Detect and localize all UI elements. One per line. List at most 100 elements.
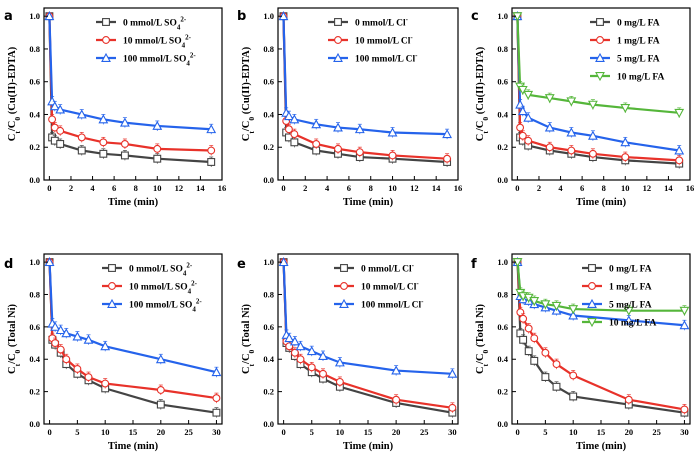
x-tick-label: 8: [134, 183, 138, 193]
panel-f: f 0 5 10 15 20 25 30 0.0 0.2 0.4 0.6 0.8 1.0 Time (min…: [471, 253, 691, 452]
y-tick-label: 0.6: [497, 77, 508, 87]
legend-marker: [102, 36, 110, 44]
x-tick-label: 10: [569, 427, 578, 437]
data-point: [530, 334, 539, 343]
legend-label: 0 mmol/L Cl-: [361, 262, 415, 275]
data-point: [552, 382, 561, 391]
x-tick-label: 8: [369, 183, 373, 193]
data-point: [541, 348, 550, 357]
data-point: [206, 124, 217, 134]
data-point: [443, 154, 452, 163]
legend-marker: [595, 72, 605, 82]
data-point: [155, 354, 166, 364]
legend-marker: [595, 52, 605, 62]
legend: 0 mmol/L Cl- 10 mmol/L Cl- 100 mmol/L Cl-: [334, 262, 424, 311]
series-line-3: [516, 16, 680, 114]
x-tick-label: 20: [157, 427, 166, 437]
data-point: [519, 314, 528, 323]
legend-marker: [108, 282, 116, 290]
data-point: [72, 331, 83, 341]
legend-marker: [339, 298, 349, 308]
legend-label: 100 mmol/L SO42-: [129, 298, 202, 314]
data-point: [552, 360, 561, 369]
y-tick-label: 0.4: [497, 354, 508, 364]
data-point: [290, 138, 299, 147]
data-point: [211, 367, 222, 377]
data-point: [529, 297, 540, 307]
x-tick-label: 30: [680, 427, 689, 437]
y-tick-label: 0.4: [497, 109, 508, 119]
data-point: [289, 336, 300, 346]
data-point: [76, 109, 87, 119]
x-tick-label: 14: [432, 183, 441, 193]
data-point: [334, 144, 342, 153]
data-point: [516, 308, 525, 317]
legend: 0 mmol/L Cl- 10 mmol/L Cl- 100 mmol/L Cl-: [328, 16, 418, 65]
legend-label: 5 mg/L FA: [609, 301, 652, 311]
y-tick-label: 1.0: [263, 11, 274, 21]
plot-frame: [511, 253, 691, 425]
x-tick-label: 10: [153, 183, 162, 193]
x-tick-label: 20: [625, 427, 634, 437]
data-point: [392, 395, 401, 404]
y-tick-label: 0.4: [29, 354, 40, 364]
data-point: [387, 127, 398, 137]
data-point: [568, 310, 579, 320]
data-point: [120, 140, 129, 148]
legend-marker: [334, 36, 342, 44]
legend-marker: [596, 36, 604, 44]
panel-c: c 0 2 4 6 8 10 12 14 16 0.0 0.2 0.4 0.6 0.8 1.0 Time (mi…: [471, 7, 694, 208]
y-tick-label: 0.0: [29, 175, 40, 185]
y-tick-label: 0.0: [29, 419, 40, 429]
y-tick-label: 0.6: [29, 77, 40, 87]
data-point: [156, 400, 165, 409]
x-tick-label: 0: [515, 427, 519, 437]
data-point: [50, 321, 61, 331]
legend-label: 100 mmol/L Cl-: [355, 52, 418, 65]
plot-frame: [511, 7, 691, 181]
data-point: [516, 123, 525, 132]
data-point: [152, 120, 163, 130]
data-point: [448, 403, 457, 412]
data-point: [319, 369, 327, 378]
x-tick-label: 6: [347, 183, 351, 193]
y-tick-label: 0.2: [29, 142, 40, 152]
data-point: [569, 392, 578, 401]
legend-label: 1 mg/L FA: [617, 37, 660, 47]
x-axis-title: Time (min): [576, 441, 627, 452]
x-tick-label: 5: [310, 427, 314, 437]
y-tick-label: 0.8: [263, 44, 274, 54]
legend-label: 10 mg/L FA: [609, 319, 656, 329]
legend-marker: [107, 298, 117, 308]
data-point: [49, 101, 60, 111]
x-tick-label: 5: [75, 427, 79, 437]
legend-marker: [588, 282, 596, 290]
data-point: [83, 334, 94, 344]
y-tick-label: 1.0: [29, 257, 40, 267]
y-tick-label: 0.0: [263, 419, 274, 429]
panel-letter: e: [237, 257, 246, 272]
y-tick-label: 0.2: [263, 387, 274, 397]
data-point: [621, 153, 630, 162]
x-tick-label: 0: [47, 427, 51, 437]
y-tick-label: 0.0: [263, 175, 274, 185]
data-point: [588, 149, 597, 158]
panel-a: a 0 2 4 6 8 10 12 14 16 0.0 0.2 0.4 0.6 0.8 1.0 Time (mi…: [4, 7, 226, 208]
x-tick-label: 25: [420, 427, 429, 437]
data-point: [306, 345, 317, 356]
x-tick-label: 16: [454, 183, 463, 193]
x-tick-label: 25: [652, 427, 661, 437]
legend-marker: [596, 18, 604, 26]
data-point: [674, 108, 685, 118]
y-tick-label: 0.8: [263, 289, 274, 299]
data-point: [517, 85, 528, 96]
data-point: [119, 117, 130, 127]
data-point: [391, 365, 402, 375]
x-tick-label: 15: [364, 427, 373, 437]
data-point: [212, 394, 221, 403]
data-point: [56, 345, 65, 354]
legend-label: 0 mmol/L SO42-: [129, 262, 193, 278]
data-point: [388, 151, 397, 160]
x-tick-label: 0: [47, 183, 51, 193]
series-line-0: [516, 262, 685, 414]
